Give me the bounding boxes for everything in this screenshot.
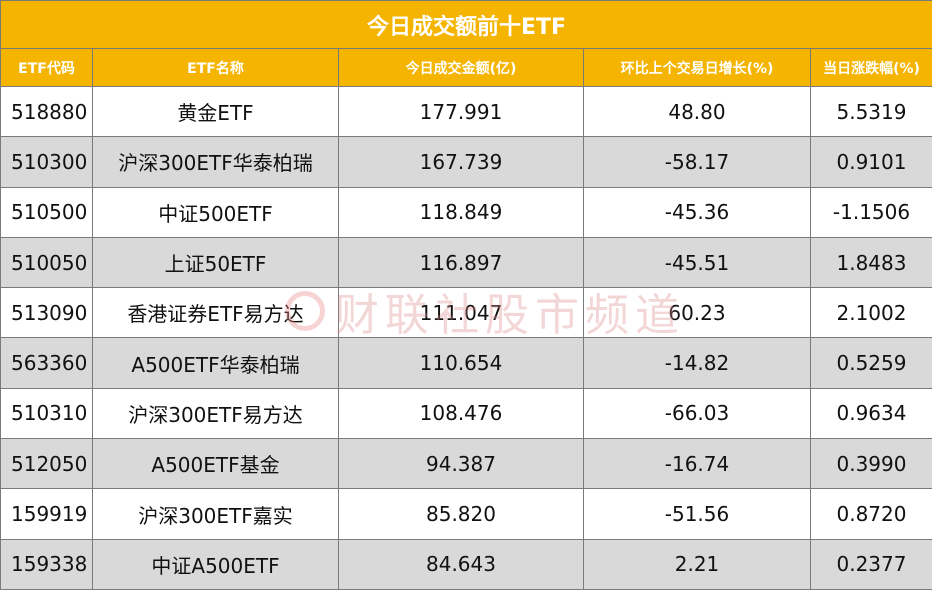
cell-name: 中证500ETF xyxy=(92,186,339,238)
cell-change: 0.8720 xyxy=(810,488,932,540)
table-row: 513090 香港证券ETF易方达 111.047 60.23 2.1002 xyxy=(0,287,932,339)
table-row: 512050 A500ETF基金 94.387 -16.74 0.3990 xyxy=(0,438,932,490)
header-name: ETF名称 xyxy=(92,48,339,87)
cell-turnover: 177.991 xyxy=(338,85,584,138)
cell-name: 中证A500ETF xyxy=(92,538,339,590)
cell-code: 510050 xyxy=(0,236,93,289)
cell-code: 159919 xyxy=(0,488,93,540)
cell-name: 沪深300ETF易方达 xyxy=(92,387,339,440)
cell-name: A500ETF基金 xyxy=(92,438,339,490)
cell-growth: -16.74 xyxy=(583,438,811,490)
table-row: 159338 中证A500ETF 84.643 2.21 0.2377 xyxy=(0,538,932,590)
cell-change: 5.5319 xyxy=(810,85,932,138)
cell-turnover: 94.387 xyxy=(338,438,584,490)
cell-turnover: 108.476 xyxy=(338,387,584,440)
cell-turnover: 110.654 xyxy=(338,337,584,389)
table-row: 510300 沪深300ETF华泰柏瑞 167.739 -58.17 0.910… xyxy=(0,136,932,188)
cell-change: 0.9634 xyxy=(810,387,932,440)
cell-turnover: 116.897 xyxy=(338,236,584,289)
header-growth: 环比上个交易日增长(%) xyxy=(583,48,811,87)
cell-code: 510300 xyxy=(0,136,93,188)
cell-growth: -58.17 xyxy=(583,136,811,188)
table-row: 510310 沪深300ETF易方达 108.476 -66.03 0.9634 xyxy=(0,387,932,440)
cell-turnover: 111.047 xyxy=(338,287,584,339)
cell-name: 沪深300ETF华泰柏瑞 xyxy=(92,136,339,188)
cell-growth: -45.51 xyxy=(583,236,811,289)
cell-code: 159338 xyxy=(0,538,93,590)
cell-change: 0.5259 xyxy=(810,337,932,389)
cell-code: 510500 xyxy=(0,186,93,238)
cell-growth: -14.82 xyxy=(583,337,811,389)
cell-change: 0.2377 xyxy=(810,538,932,590)
cell-growth: 2.21 xyxy=(583,538,811,590)
cell-code: 518880 xyxy=(0,85,93,138)
cell-change: 0.9101 xyxy=(810,136,932,188)
cell-change: -1.1506 xyxy=(810,186,932,238)
table-row: 510050 上证50ETF 116.897 -45.51 1.8483 xyxy=(0,236,932,289)
header-change: 当日涨跌幅(%) xyxy=(810,48,932,87)
table-title: 今日成交额前十ETF xyxy=(0,0,932,49)
cell-turnover: 167.739 xyxy=(338,136,584,188)
cell-name: A500ETF华泰柏瑞 xyxy=(92,337,339,389)
header-row: ETF代码 ETF名称 今日成交金额(亿) 环比上个交易日增长(%) 当日涨跌幅… xyxy=(0,48,932,87)
header-code: ETF代码 xyxy=(0,48,93,87)
cell-change: 0.3990 xyxy=(810,438,932,490)
cell-name: 沪深300ETF嘉实 xyxy=(92,488,339,540)
cell-growth: -66.03 xyxy=(583,387,811,440)
cell-code: 510310 xyxy=(0,387,93,440)
cell-turnover: 118.849 xyxy=(338,186,584,238)
cell-growth: 48.80 xyxy=(583,85,811,138)
cell-name: 上证50ETF xyxy=(92,236,339,289)
cell-turnover: 84.643 xyxy=(338,538,584,590)
cell-growth: -51.56 xyxy=(583,488,811,540)
table-row: 518880 黄金ETF 177.991 48.80 5.5319 xyxy=(0,85,932,138)
title-row: 今日成交额前十ETF xyxy=(0,0,932,49)
cell-code: 563360 xyxy=(0,337,93,389)
cell-code: 513090 xyxy=(0,287,93,339)
cell-turnover: 85.820 xyxy=(338,488,584,540)
cell-name: 黄金ETF xyxy=(92,85,339,138)
table-row: 510500 中证500ETF 118.849 -45.36 -1.1506 xyxy=(0,186,932,238)
cell-change: 2.1002 xyxy=(810,287,932,339)
cell-name: 香港证券ETF易方达 xyxy=(92,287,339,339)
cell-code: 512050 xyxy=(0,438,93,490)
cell-growth: -45.36 xyxy=(583,186,811,238)
header-turnover: 今日成交金额(亿) xyxy=(338,48,584,87)
table-row: 159919 沪深300ETF嘉实 85.820 -51.56 0.8720 xyxy=(0,488,932,540)
cell-growth: 60.23 xyxy=(583,287,811,339)
table-row: 563360 A500ETF华泰柏瑞 110.654 -14.82 0.5259 xyxy=(0,337,932,389)
table-body: 518880 黄金ETF 177.991 48.80 5.5319 510300… xyxy=(0,85,932,590)
cell-change: 1.8483 xyxy=(810,236,932,289)
